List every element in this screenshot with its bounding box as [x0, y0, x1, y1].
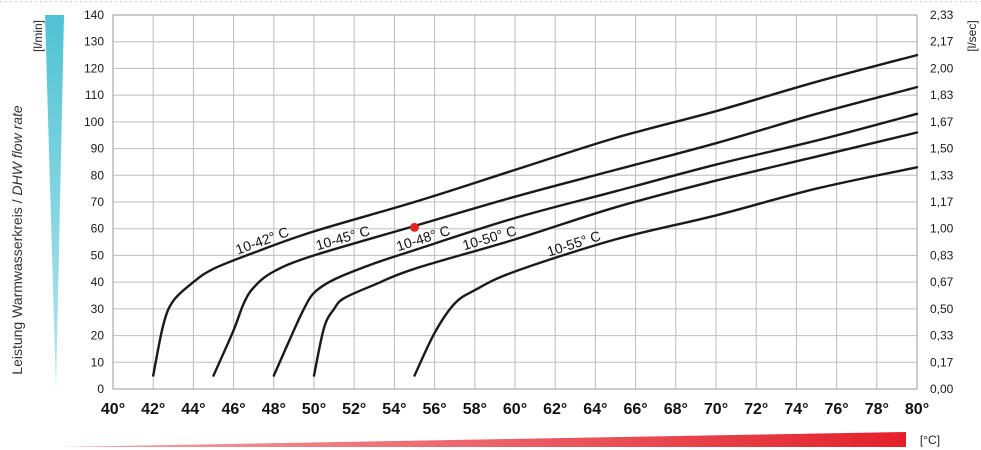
left-tick-label: 70 [91, 195, 105, 209]
right-tick-label: 2,17 [930, 35, 954, 49]
left-tick-label: 40 [91, 275, 105, 289]
series-line [312, 131, 919, 377]
right-tick-label: 0,83 [930, 248, 954, 262]
x-tick-label: 72° [744, 401, 768, 418]
x-tick-label: 60° [503, 401, 527, 418]
right-tick-label: 0,00 [930, 382, 954, 396]
x-tick-label: 40° [101, 401, 125, 418]
right-tick-label: 1,17 [930, 195, 954, 209]
left-gradient-wedge [45, 15, 64, 390]
left-tick-label: 60 [91, 222, 105, 236]
right-tick-label: 0,33 [930, 329, 954, 343]
x-tick-label: 50° [302, 401, 326, 418]
x-tick-label: 70° [704, 401, 728, 418]
highlight [410, 222, 419, 232]
right-axis-ticks: 0,00 0,17 0,33 0,50 0,67 0,83 1,00 1,17 1,33 1,50… [930, 8, 954, 396]
bottom-gradient-wedge [60, 432, 906, 447]
x-tick-label: 46° [221, 401, 245, 418]
right-tick-label: 2,00 [930, 61, 954, 75]
curves [152, 53, 919, 377]
x-tick-label: 48° [262, 401, 286, 418]
series-label: 10-45° C [314, 222, 372, 253]
right-tick-label: 1,33 [930, 168, 954, 182]
right-tick-label: 1,00 [930, 222, 954, 236]
left-tick-label: 100 [84, 115, 104, 129]
x-tick-label: 66° [623, 401, 647, 418]
left-tick-label: 20 [91, 329, 105, 343]
x-tick-label: 44° [181, 401, 205, 418]
x-tick-label: 52° [342, 401, 366, 418]
left-tick-label: 110 [85, 88, 104, 102]
left-tick-label: 30 [91, 302, 105, 316]
left-tick-label: 80 [91, 168, 105, 182]
left-tick-label: 0 [97, 382, 104, 396]
series-label: 10-55° C [545, 227, 603, 259]
right-tick-label: 1,50 [930, 142, 954, 156]
left-unit-label: [l/min] [31, 20, 45, 52]
x-tick-label: 68° [664, 401, 688, 418]
plot-frame [112, 14, 918, 390]
y-axis-title: Leistung Warmwasserkreis / DHW flow rate [9, 105, 25, 375]
series-line [272, 112, 919, 377]
left-axis-ticks: 0 10 20 30 40 50 60 70 80 90 100 110 120 130 140 [84, 8, 104, 396]
right-tick-label: 0,17 [930, 355, 954, 369]
left-tick-label: 120 [84, 61, 104, 75]
x-tick-label: 76° [824, 401, 848, 418]
x-tick-label: 78° [865, 401, 889, 418]
x-tick-label: 74° [784, 401, 808, 418]
left-tick-label: 130 [84, 35, 104, 49]
left-tick-label: 50 [91, 248, 105, 262]
series-label: 10-48° C [394, 222, 452, 254]
x-tick-label: 56° [422, 401, 446, 418]
right-tick-label: 1,67 [930, 115, 954, 129]
right-tick-label: 2,33 [930, 8, 954, 22]
x-tick-label: 54° [382, 401, 406, 418]
right-tick-label: 0,50 [930, 302, 954, 316]
highlight-point [410, 222, 419, 232]
left-tick-label: 90 [91, 142, 105, 156]
x-tick-label: 42° [141, 401, 165, 418]
left-tick-label: 10 [91, 355, 105, 369]
right-tick-label: 1,83 [930, 88, 954, 102]
x-unit-label: [°C] [920, 433, 940, 447]
left-tick-label: 140 [84, 8, 104, 22]
y-axis-title-italic: DHW flow rate [9, 105, 25, 195]
series-line [212, 85, 919, 377]
x-tick-label: 80° [905, 401, 929, 418]
y-axis-title-plain: Leistung Warmwasserkreis / [9, 196, 25, 375]
x-tick-label: 64° [583, 401, 607, 418]
series-line [413, 166, 919, 377]
x-tick-label: 58° [463, 401, 487, 418]
x-tick-label: 62° [543, 401, 567, 418]
series-line [152, 53, 919, 377]
right-unit-label: [l/sec] [965, 20, 979, 51]
x-axis-ticks: 40° 42° 44° 46° 48° 50° 52° 54° 56° 58° 60° 62° 64° 6… [101, 401, 929, 418]
right-tick-label: 0,67 [930, 275, 954, 289]
